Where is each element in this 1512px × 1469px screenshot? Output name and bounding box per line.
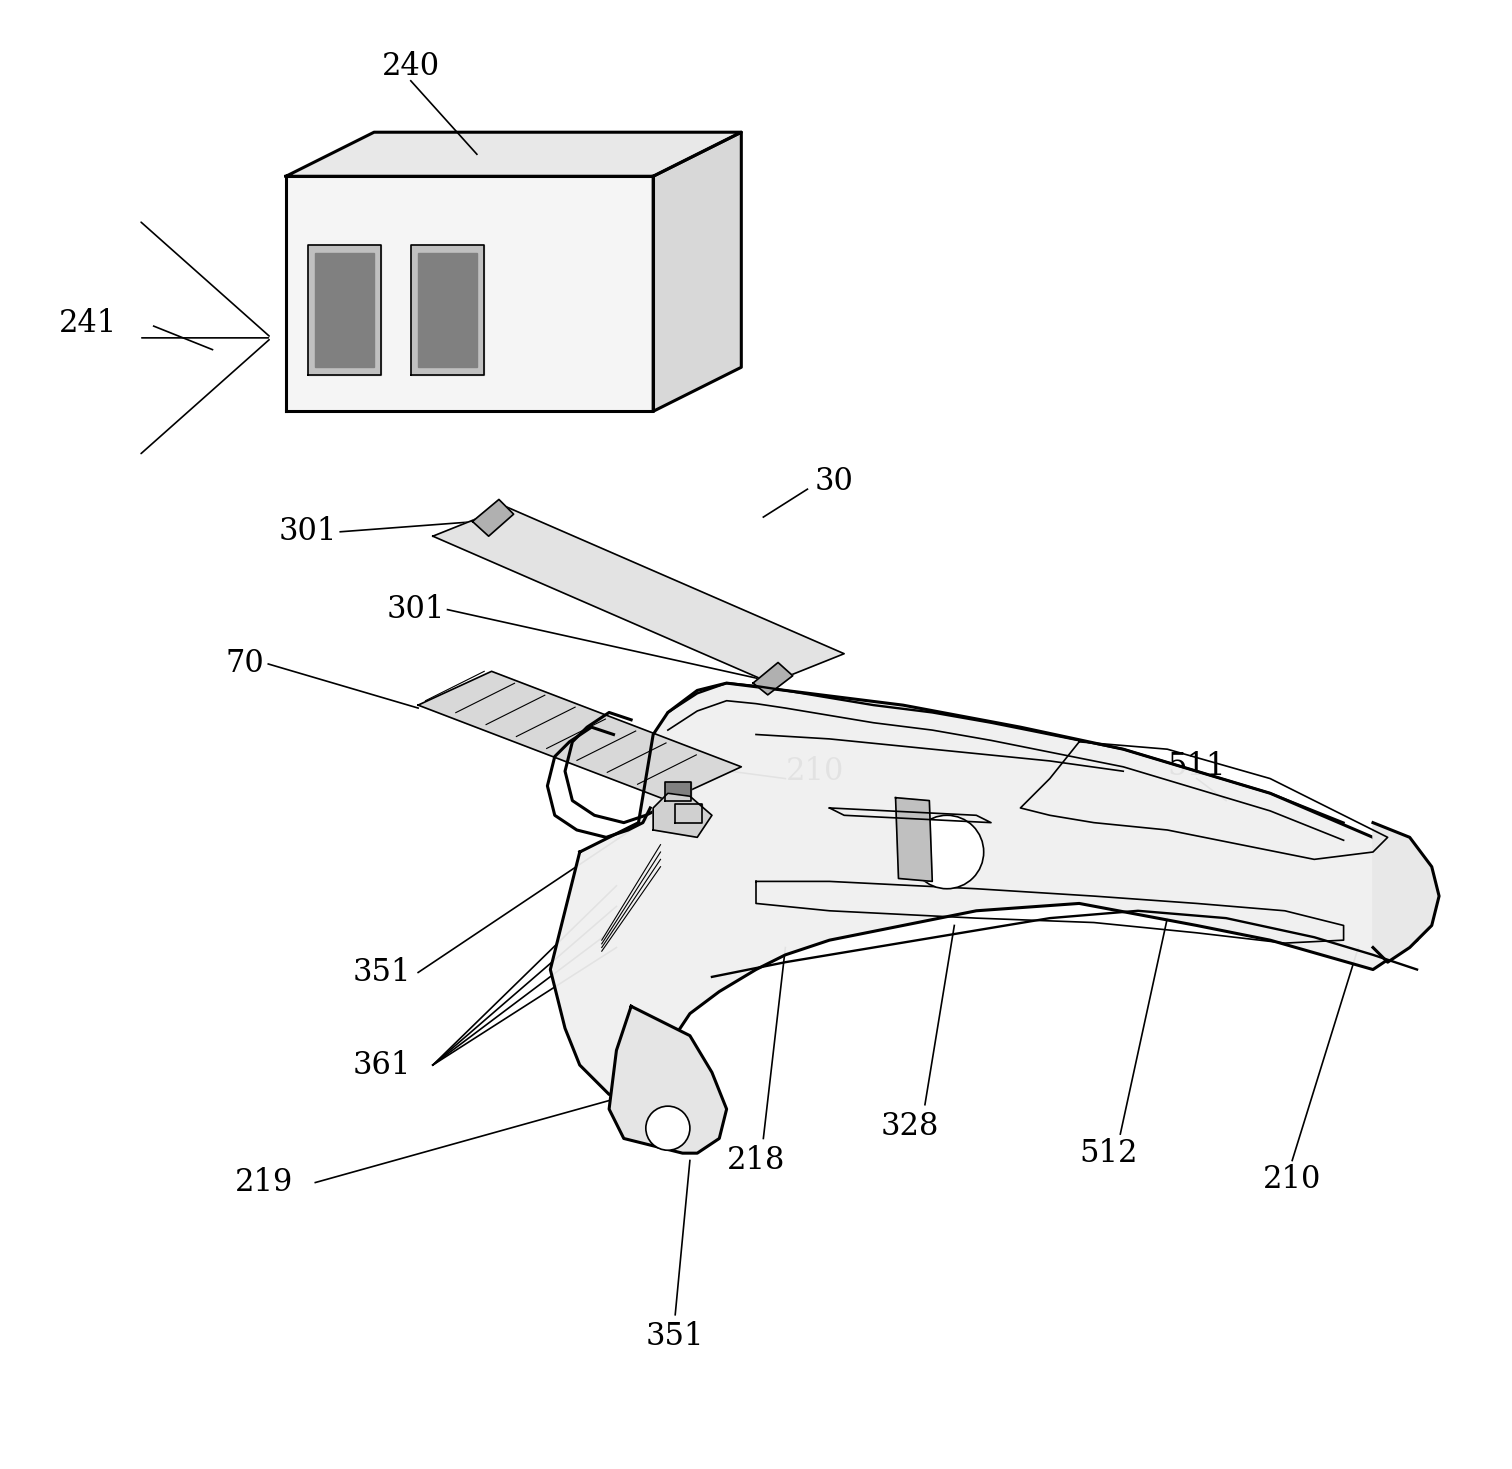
Text: 351: 351 xyxy=(646,1321,705,1353)
Polygon shape xyxy=(653,132,741,411)
Text: 219: 219 xyxy=(234,1166,293,1199)
Polygon shape xyxy=(316,253,373,367)
Text: 210: 210 xyxy=(786,755,844,787)
Polygon shape xyxy=(609,1006,727,1153)
Text: 351: 351 xyxy=(352,956,411,989)
Polygon shape xyxy=(550,683,1417,1094)
Text: 70: 70 xyxy=(225,648,265,680)
Polygon shape xyxy=(411,245,484,375)
Polygon shape xyxy=(419,253,476,367)
Text: 511: 511 xyxy=(1167,751,1226,783)
Text: 218: 218 xyxy=(727,1144,785,1177)
Text: 301: 301 xyxy=(386,593,445,626)
Circle shape xyxy=(646,1106,689,1150)
Text: 241: 241 xyxy=(59,307,116,339)
Text: 328: 328 xyxy=(881,1111,939,1143)
Text: 210: 210 xyxy=(1263,1163,1321,1196)
Polygon shape xyxy=(895,798,933,881)
Text: 361: 361 xyxy=(352,1049,411,1081)
Polygon shape xyxy=(665,782,691,801)
Text: 301: 301 xyxy=(278,516,337,548)
Text: 512: 512 xyxy=(1080,1137,1139,1169)
Polygon shape xyxy=(286,176,653,411)
Polygon shape xyxy=(308,245,381,375)
Polygon shape xyxy=(653,793,712,837)
Circle shape xyxy=(910,815,984,889)
Text: 30: 30 xyxy=(815,466,854,498)
Polygon shape xyxy=(472,499,514,536)
Polygon shape xyxy=(432,507,844,683)
Text: 240: 240 xyxy=(381,50,440,82)
Polygon shape xyxy=(1373,823,1439,962)
Polygon shape xyxy=(286,132,741,176)
Polygon shape xyxy=(419,671,741,801)
Polygon shape xyxy=(753,663,792,695)
Polygon shape xyxy=(676,804,702,823)
